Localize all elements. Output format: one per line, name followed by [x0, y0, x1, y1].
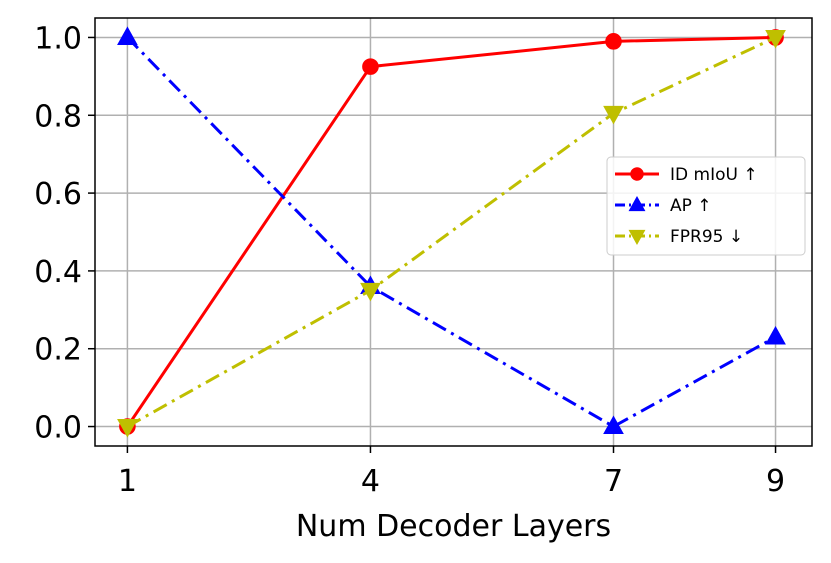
x-tick-label: 9 — [766, 464, 785, 499]
grid — [95, 18, 812, 446]
y-tick-label: 0.4 — [34, 255, 82, 290]
y-tick-label: 1.0 — [34, 21, 82, 56]
legend-label: AP ↑ — [670, 196, 712, 216]
series-layer — [117, 26, 786, 438]
legend-item: AP ↑ — [615, 195, 712, 216]
data-point — [605, 33, 622, 50]
series-line — [126, 36, 777, 428]
legend-marker — [630, 167, 644, 181]
x-tick-label: 7 — [604, 464, 623, 499]
legend-marker — [628, 229, 646, 246]
series-2 — [117, 29, 786, 438]
legend-item: ID mIoU ↑ — [615, 165, 758, 185]
data-point — [117, 419, 138, 438]
series-line — [126, 35, 776, 428]
legend: ID mIoU ↑ AP ↑ FPR95 ↓ — [606, 156, 806, 256]
data-point — [765, 29, 786, 49]
data-point — [765, 326, 786, 345]
x-tick-label: 1 — [118, 464, 137, 499]
data-point — [362, 58, 379, 75]
y-tick-label: 0.6 — [34, 177, 82, 212]
x-axis-label: Num Decoder Layers — [296, 509, 611, 544]
data-point — [603, 105, 624, 125]
series-line — [126, 36, 777, 429]
ticks: 1 4 7 9 0.0 0.2 0.4 0.6 0.8 1.0 — [34, 21, 785, 499]
x-tick-label: 4 — [361, 464, 380, 499]
legend-item: FPR95 ↓ — [615, 227, 743, 247]
y-tick-label: 0.2 — [34, 333, 82, 368]
y-tick-label: 0.0 — [34, 411, 82, 446]
data-point — [603, 415, 624, 435]
legend-label: FPR95 ↓ — [670, 227, 743, 247]
legend-box — [606, 156, 806, 256]
y-tick-label: 0.8 — [34, 99, 82, 134]
data-point — [360, 282, 381, 302]
data-point — [117, 26, 138, 45]
legend-label: ID mIoU ↑ — [670, 165, 758, 185]
legend-marker — [628, 195, 646, 212]
plot-frame — [94, 17, 813, 447]
